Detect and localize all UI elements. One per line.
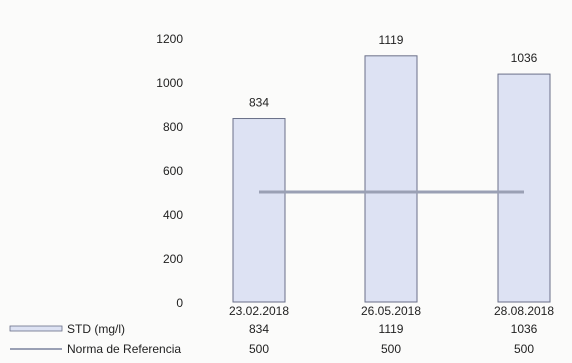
data-label-1: 1119 xyxy=(379,33,404,47)
y-tick-label-3: 600 xyxy=(163,164,183,178)
bar-0 xyxy=(232,118,286,303)
x-tick-label-0: 23.02.2018 xyxy=(229,304,289,318)
x-tick-label-2: 28.08.2018 xyxy=(494,304,554,318)
y-tick-label-5: 1000 xyxy=(156,76,183,90)
table-row-label-1: Norma de Referencia xyxy=(67,342,181,356)
bar-1 xyxy=(364,55,418,303)
x-tick-label-1: 26.05.2018 xyxy=(361,304,421,318)
y-tick-label-0: 0 xyxy=(176,296,183,310)
table-cell-1-2: 500 xyxy=(514,342,534,356)
table-row-label-0: STD (mg/l) xyxy=(67,322,125,336)
y-tick-label-1: 200 xyxy=(163,252,183,266)
data-label-0: 834 xyxy=(249,96,269,110)
y-tick-label-2: 400 xyxy=(163,208,183,222)
legend-key-0 xyxy=(9,325,63,332)
table-cell-0-2: 1036 xyxy=(511,322,538,336)
table-cell-1-0: 500 xyxy=(249,342,269,356)
table-cell-0-1: 1119 xyxy=(379,322,404,336)
y-tick-label-6: 1200 xyxy=(156,32,183,46)
bar-2 xyxy=(497,73,551,303)
y-tick-label-4: 800 xyxy=(163,120,183,134)
table-cell-1-1: 500 xyxy=(381,342,401,356)
data-label-2: 1036 xyxy=(511,51,538,65)
table-cell-0-0: 834 xyxy=(249,322,269,336)
